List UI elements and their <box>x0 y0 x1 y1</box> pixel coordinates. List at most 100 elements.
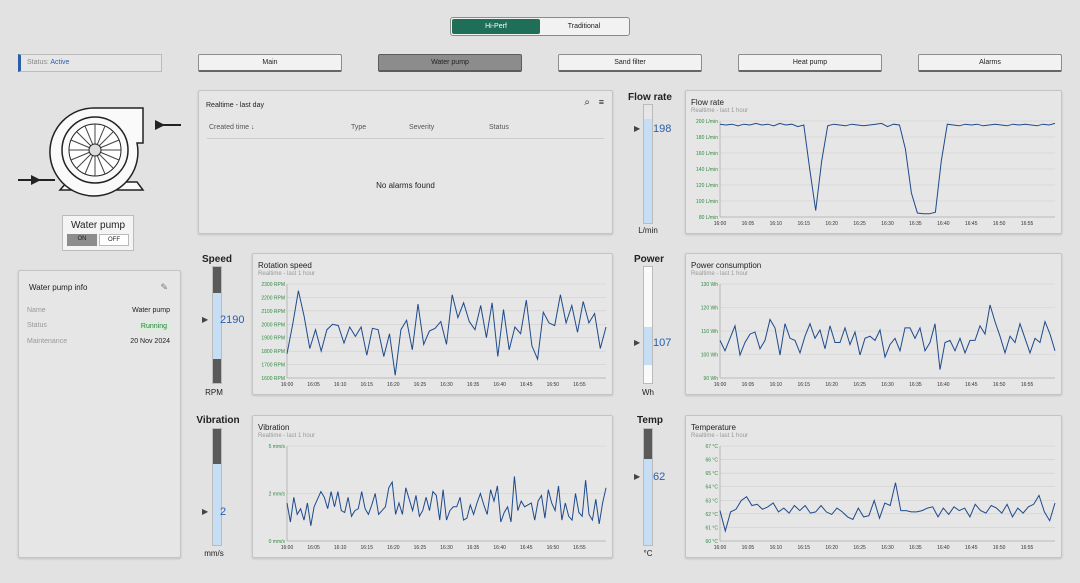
x-tick-label: 16:10 <box>334 382 347 388</box>
pump-control: Water pump ON OFF <box>62 215 134 251</box>
power-pointer-icon: ▶ <box>634 338 641 347</box>
status-badge: Running <box>137 322 170 331</box>
pump-info-title: Water pump info <box>29 283 88 292</box>
gauge-dark-top <box>644 429 652 459</box>
chart-subtitle: Realtime - last 1 hour <box>691 433 749 439</box>
pump-on-button[interactable]: ON <box>67 234 97 246</box>
x-tick-label: 16:00 <box>714 221 727 227</box>
flow-pointer-icon: ▶ <box>634 124 641 133</box>
x-tick-label: 16:40 <box>493 545 506 551</box>
nav-alarms[interactable]: Alarms <box>918 54 1062 72</box>
x-tick-label: 16:50 <box>547 545 560 551</box>
power-gauge-label: Power <box>633 254 664 265</box>
x-tick-label: 16:45 <box>965 545 978 551</box>
x-tick-label: 16:10 <box>770 382 783 388</box>
x-tick-label: 16:15 <box>360 382 373 388</box>
info-label: Maintenance <box>27 338 68 345</box>
x-tick-label: 16:00 <box>281 545 294 551</box>
chart-title: Flow rate <box>691 98 724 107</box>
x-tick-label: 16:45 <box>965 382 978 388</box>
pump-off-button[interactable]: OFF <box>99 234 129 246</box>
mode-toggle[interactable]: Hi-Perf Traditional <box>450 17 630 36</box>
series-line <box>719 482 1056 533</box>
chart-subtitle: Realtime - last 1 hour <box>258 433 316 439</box>
speed-gauge-unit: RPM <box>205 388 223 397</box>
y-tick-label: 1900 RPM <box>261 336 285 342</box>
y-tick-label: 60 °C <box>705 539 718 545</box>
y-tick-label: 1600 RPM <box>261 376 285 382</box>
y-tick-label: 90 Wh <box>704 376 719 382</box>
x-tick-label: 16:20 <box>825 221 838 227</box>
info-row-status: Status Running <box>27 322 170 331</box>
mode-hi-perf[interactable]: Hi-Perf <box>452 19 540 34</box>
y-tick-label: 5 mm/s <box>269 444 286 450</box>
temp-gauge-value: 62 <box>653 471 666 483</box>
y-tick-label: 140 L/min <box>696 167 718 173</box>
temp-pointer-icon: ▶ <box>634 472 641 481</box>
column-created-time[interactable]: Created time ↓ <box>209 124 255 131</box>
y-tick-label: 67 °C <box>705 444 718 450</box>
sort-down-icon: ↓ <box>251 124 255 131</box>
nav-water-pump[interactable]: Water pump <box>378 54 522 72</box>
alarms-panel: Realtime - last day ⌕ ≡ Created time ↓ T… <box>198 90 613 234</box>
nav-heat-pump[interactable]: Heat pump <box>738 54 882 72</box>
speed-pointer-icon: ▶ <box>202 315 209 324</box>
status-indicator: Status: Active <box>18 54 162 72</box>
x-tick-label: 16:35 <box>467 545 480 551</box>
search-icon[interactable]: ⌕ <box>584 97 590 108</box>
info-label: Name <box>27 307 46 314</box>
temp-gauge-unit: °C <box>643 549 653 558</box>
chart-subtitle: Realtime - last 1 hour <box>691 108 749 114</box>
x-tick-label: 16:50 <box>547 382 560 388</box>
x-tick-label: 16:15 <box>797 221 810 227</box>
x-tick-label: 16:25 <box>414 545 427 551</box>
edit-icon[interactable]: ✎ <box>160 282 168 292</box>
x-tick-label: 16:40 <box>937 545 950 551</box>
speed-gauge <box>212 266 222 384</box>
x-tick-label: 16:05 <box>742 382 755 388</box>
info-value: Water pump <box>132 307 170 314</box>
series-line <box>286 290 607 376</box>
column-type[interactable]: Type <box>351 124 367 131</box>
series-line <box>719 122 1056 215</box>
x-tick-label: 16:00 <box>714 382 727 388</box>
status-value: Active <box>50 59 70 66</box>
nav-main[interactable]: Main <box>198 54 342 72</box>
info-row-maintenance: Maintenance 20 Nov 2024 <box>27 338 170 345</box>
x-tick-label: 16:25 <box>853 545 866 551</box>
x-tick-label: 16:35 <box>909 221 922 227</box>
temperature-chart: Temperature Realtime - last 1 hour 67 °C… <box>685 415 1062 558</box>
x-tick-label: 16:05 <box>742 221 755 227</box>
x-tick-label: 16:30 <box>881 382 894 388</box>
nav-sand-filter[interactable]: Sand filter <box>558 54 702 72</box>
y-tick-label: 100 L/min <box>696 199 718 205</box>
filter-icon[interactable]: ≡ <box>598 97 604 107</box>
column-severity[interactable]: Severity <box>409 124 435 131</box>
gauge-empty <box>644 105 652 120</box>
vibration-gauge-value: 2 <box>220 506 227 518</box>
y-tick-label: 62 °C <box>705 512 718 518</box>
x-tick-label: 16:40 <box>493 382 506 388</box>
speed-gauge-label: Speed <box>201 254 232 265</box>
inlet-arrow-icon <box>31 175 41 185</box>
gauge-dark-top <box>213 429 221 464</box>
mode-traditional[interactable]: Traditional <box>567 23 601 30</box>
y-tick-label: 100 Wh <box>701 353 718 359</box>
impeller-hub <box>88 143 102 157</box>
x-tick-label: 16:10 <box>770 545 783 551</box>
water-pump-illustration <box>18 107 181 197</box>
x-tick-label: 16:15 <box>797 382 810 388</box>
x-tick-label: 16:35 <box>909 382 922 388</box>
flow-gauge-value: 198 <box>653 123 672 135</box>
column-status[interactable]: Status <box>489 124 509 131</box>
vibration-pointer-icon: ▶ <box>202 507 209 516</box>
divider <box>207 138 604 139</box>
chart-subtitle: Realtime - last 1 hour <box>258 271 316 277</box>
x-tick-label: 16:25 <box>853 382 866 388</box>
vibration-gauge-label: Vibration <box>196 415 240 426</box>
chart-title: Vibration <box>258 423 290 432</box>
x-tick-label: 16:30 <box>881 221 894 227</box>
x-tick-label: 16:35 <box>467 382 480 388</box>
x-tick-label: 16:50 <box>993 545 1006 551</box>
